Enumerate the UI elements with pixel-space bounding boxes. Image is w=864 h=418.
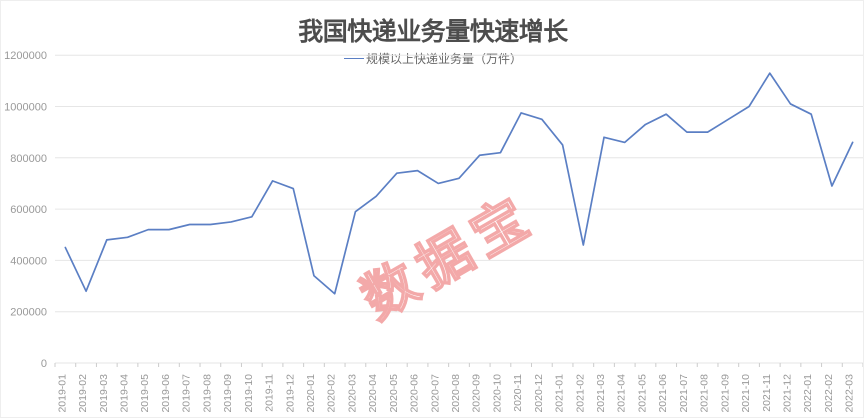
svg-text:2019-03: 2019-03 bbox=[98, 374, 110, 413]
svg-text:2021-08: 2021-08 bbox=[699, 374, 711, 413]
svg-text:2020-06: 2020-06 bbox=[409, 374, 421, 413]
svg-text:2021-06: 2021-06 bbox=[657, 374, 669, 413]
svg-text:2022-03: 2022-03 bbox=[844, 374, 856, 413]
svg-text:2021-12: 2021-12 bbox=[781, 374, 793, 413]
svg-text:2019-09: 2019-09 bbox=[222, 374, 234, 413]
svg-text:2020-12: 2020-12 bbox=[533, 374, 545, 413]
svg-text:2019-11: 2019-11 bbox=[264, 374, 276, 412]
svg-text:2021-03: 2021-03 bbox=[595, 374, 607, 413]
svg-text:200000: 200000 bbox=[10, 307, 47, 319]
svg-text:2021-11: 2021-11 bbox=[761, 374, 773, 412]
svg-text:2019-05: 2019-05 bbox=[139, 374, 151, 413]
svg-text:2019-06: 2019-06 bbox=[160, 374, 172, 413]
svg-text:2019-10: 2019-10 bbox=[243, 374, 255, 413]
svg-text:2019-07: 2019-07 bbox=[181, 374, 193, 413]
svg-text:2019-08: 2019-08 bbox=[201, 374, 213, 413]
svg-text:2021-01: 2021-01 bbox=[554, 374, 566, 413]
svg-text:2022-01: 2022-01 bbox=[802, 374, 814, 413]
svg-text:2019-02: 2019-02 bbox=[77, 374, 89, 413]
svg-text:2021-07: 2021-07 bbox=[678, 374, 690, 413]
svg-text:2020-08: 2020-08 bbox=[450, 374, 462, 413]
svg-text:2020-10: 2020-10 bbox=[491, 374, 503, 413]
svg-text:2020-05: 2020-05 bbox=[388, 374, 400, 413]
svg-text:800000: 800000 bbox=[10, 153, 47, 165]
svg-text:2020-01: 2020-01 bbox=[305, 374, 317, 413]
svg-text:2021-04: 2021-04 bbox=[616, 374, 628, 413]
svg-text:2019-04: 2019-04 bbox=[119, 374, 131, 413]
svg-text:2020-03: 2020-03 bbox=[346, 374, 358, 413]
svg-text:2021-02: 2021-02 bbox=[574, 374, 586, 413]
svg-text:600000: 600000 bbox=[10, 204, 47, 216]
svg-text:400000: 400000 bbox=[10, 255, 47, 267]
svg-text:2020-11: 2020-11 bbox=[512, 374, 524, 412]
svg-text:2020-07: 2020-07 bbox=[429, 374, 441, 413]
svg-text:1000000: 1000000 bbox=[4, 102, 47, 114]
svg-text:2021-05: 2021-05 bbox=[636, 374, 648, 413]
svg-text:2022-02: 2022-02 bbox=[823, 374, 835, 413]
svg-text:2021-09: 2021-09 bbox=[719, 374, 731, 413]
svg-text:2019-12: 2019-12 bbox=[284, 374, 296, 413]
svg-text:2019-01: 2019-01 bbox=[56, 374, 68, 413]
svg-text:2020-02: 2020-02 bbox=[326, 374, 338, 413]
svg-text:2020-09: 2020-09 bbox=[471, 374, 483, 413]
svg-text:1200000: 1200000 bbox=[4, 50, 47, 62]
svg-text:2020-04: 2020-04 bbox=[367, 374, 379, 413]
svg-text:0: 0 bbox=[41, 358, 47, 370]
svg-text:2021-10: 2021-10 bbox=[740, 374, 752, 413]
